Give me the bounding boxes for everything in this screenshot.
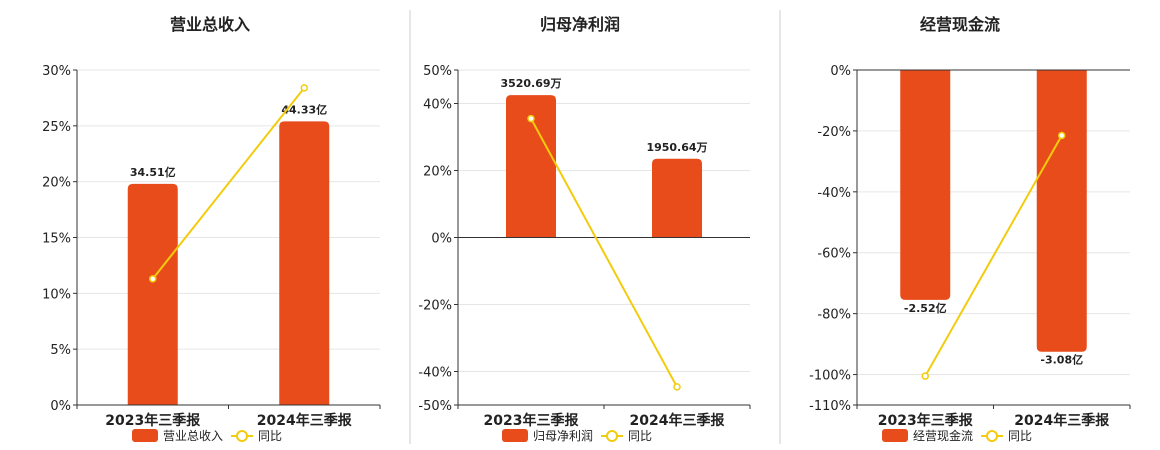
x-tick-label: 2023年三季报 <box>105 412 200 429</box>
net-profit-chart: 归母净利润 -50% -40% -20% 0% 20% 40% 50% 3520.69万 1950… <box>418 15 751 443</box>
yoy-line <box>151 87 306 280</box>
revenue-chart: 营业总收入 0% 5% 10% 15% 20% 25% 30% 34.51亿 44.33亿 2023… <box>42 15 381 443</box>
legend-label-bar: 归母净利润 <box>533 429 593 443</box>
y-tick-label: -100% <box>809 369 851 384</box>
bar-data-label: -2.52亿 <box>904 301 947 315</box>
y-tick-label: 20% <box>42 176 71 191</box>
legend-swatch-bar <box>502 429 528 442</box>
x-tick-label: 2024年三季报 <box>257 412 352 429</box>
legend-label-line: 同比 <box>628 429 652 443</box>
operating-cashflow-chart: 经营现金流 -110% -100% -80% -60% -40% -20% 0% -2.52亿 -… <box>809 15 1131 443</box>
bar <box>127 183 178 405</box>
y-tick-label: 25% <box>42 120 71 135</box>
bar <box>506 95 556 238</box>
bar-data-label: 3520.69万 <box>500 77 561 90</box>
legend-swatch-point <box>606 430 618 442</box>
yoy-point <box>527 114 535 123</box>
y-tick-label: 0% <box>431 232 452 247</box>
bar <box>900 70 951 300</box>
yoy-point <box>673 383 681 391</box>
y-tick-label: 5% <box>50 343 71 358</box>
y-tick-label: -40% <box>418 366 452 381</box>
legend-swatch-point <box>236 430 248 442</box>
yoy-line <box>530 118 678 388</box>
y-tick-label: 15% <box>42 232 71 247</box>
x-tick-label: 2024年三季报 <box>630 412 725 429</box>
y-tick-label: 0% <box>50 399 71 414</box>
bar <box>1036 70 1087 352</box>
legend-swatch-point <box>986 430 998 442</box>
x-tick-label: 2023年三季报 <box>484 412 579 429</box>
y-tick-label: 30% <box>42 64 71 79</box>
legend-swatch-bar <box>882 429 908 442</box>
y-tick-label: 20% <box>423 165 452 180</box>
chart-title: 经营现金流 <box>920 15 1000 34</box>
bar-data-label: -3.08亿 <box>1040 353 1083 367</box>
bar <box>279 121 330 405</box>
y-tick-label: -110% <box>809 399 851 414</box>
yoy-point <box>300 84 308 92</box>
chart-title: 归母净利润 <box>540 15 620 34</box>
y-tick-label: 40% <box>423 98 452 113</box>
yoy-point <box>1058 131 1066 140</box>
y-tick-label: 0% <box>830 64 851 79</box>
yoy-point <box>149 275 157 283</box>
legend-label-bar: 营业总收入 <box>163 429 223 443</box>
legend-swatch-bar <box>132 429 158 442</box>
y-tick-label: -20% <box>418 299 452 314</box>
bar-data-label: 1950.64万 <box>646 141 707 154</box>
legend-label-line: 同比 <box>1008 429 1032 443</box>
x-tick-label: 2023年三季报 <box>878 412 973 429</box>
yoy-point <box>921 372 929 380</box>
y-tick-label: -80% <box>817 308 851 323</box>
bar <box>652 158 702 238</box>
legend-label-line: 同比 <box>258 429 282 443</box>
chart-title: 营业总收入 <box>170 15 250 34</box>
y-tick-label: 10% <box>42 287 71 302</box>
legend-label-bar: 经营现金流 <box>913 428 973 443</box>
y-tick-label: -50% <box>418 399 452 414</box>
y-tick-label: 50% <box>423 64 452 79</box>
y-tick-label: -40% <box>817 186 851 201</box>
bar-data-label: 44.33亿 <box>281 102 327 116</box>
y-tick-label: -60% <box>817 247 851 262</box>
x-tick-label: 2024年三季报 <box>1014 412 1109 429</box>
yoy-line <box>924 134 1063 377</box>
y-tick-label: -20% <box>817 125 851 140</box>
bar-data-label: 34.51亿 <box>130 165 176 179</box>
